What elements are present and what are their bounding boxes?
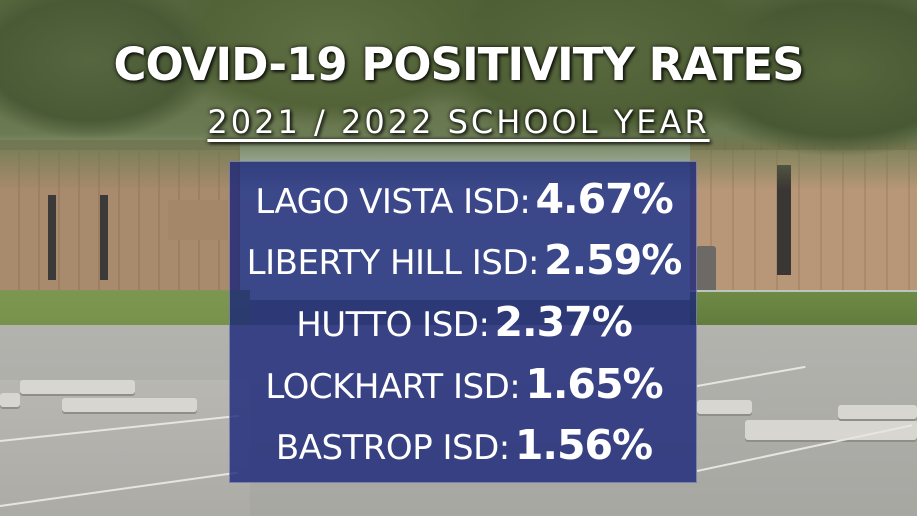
parking-stop	[0, 393, 20, 407]
district-row: LAGO VISTA ISD: 4.67%	[230, 175, 698, 223]
district-name: BASTROP ISD:	[275, 428, 510, 468]
district-row: HUTTO ISD: 2.37%	[230, 298, 698, 346]
district-name: LAGO VISTA ISD:	[255, 182, 531, 222]
building-window	[48, 195, 56, 280]
building-sign	[168, 200, 228, 240]
tree-canopy	[0, 0, 917, 190]
parking-stop	[697, 400, 752, 414]
trash-can	[696, 246, 716, 290]
parking-stop	[20, 380, 135, 394]
district-name: HUTTO ISD:	[296, 305, 490, 345]
parking-stop	[62, 398, 197, 412]
parking-stop	[745, 420, 917, 440]
rates-panel: LAGO VISTA ISD: 4.67% LIBERTY HILL ISD: …	[229, 161, 697, 483]
district-row: LOCKHART ISD: 1.65%	[230, 360, 698, 408]
district-rate: 1.56%	[514, 421, 653, 469]
district-rate: 2.37%	[494, 298, 633, 346]
district-row: LIBERTY HILL ISD: 2.59%	[230, 236, 698, 284]
building-window	[100, 195, 108, 280]
lawn-right	[690, 292, 917, 330]
district-name: LOCKHART ISD:	[265, 367, 521, 407]
district-rate: 1.65%	[525, 360, 663, 408]
district-name: LIBERTY HILL ISD:	[246, 243, 540, 283]
parking-stop	[838, 405, 917, 419]
district-rate: 4.67%	[535, 175, 673, 223]
district-rate: 2.59%	[544, 236, 682, 284]
headline-subtitle: 2021 / 2022 SCHOOL YEAR	[207, 103, 710, 141]
building-window	[777, 165, 791, 275]
district-row: BASTROP ISD: 1.56%	[230, 421, 698, 469]
headline-title: COVID-19 POSITIVITY RATES	[113, 38, 805, 91]
